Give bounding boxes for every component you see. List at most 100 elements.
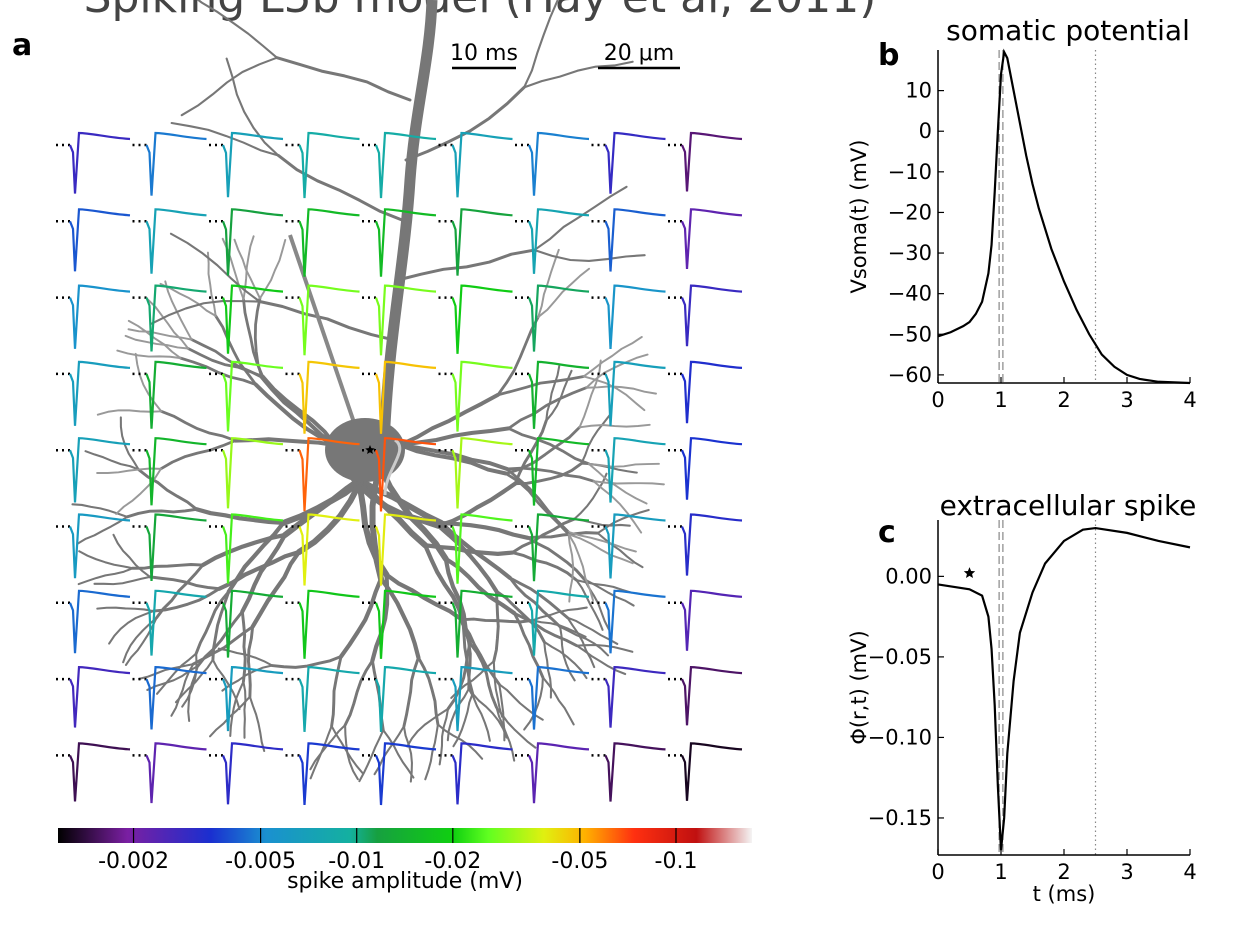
y-tick-label: −20 (888, 200, 932, 224)
dendrite (567, 530, 575, 603)
dendrite (436, 723, 484, 760)
dendrite (460, 618, 472, 691)
dendrite (494, 589, 546, 644)
dendrite (468, 641, 498, 709)
dendrite (592, 480, 665, 486)
dendrite (424, 723, 439, 781)
x-axis-label: t (ms) (1033, 882, 1096, 906)
dendrite (186, 347, 265, 378)
trace (451, 589, 513, 658)
chart-title: somatic potential (946, 14, 1190, 47)
dendrite (206, 251, 217, 317)
trace (221, 437, 284, 509)
trace (604, 665, 666, 728)
dendrite (510, 551, 578, 582)
dendrite (508, 576, 562, 629)
trace (604, 208, 666, 272)
trace (451, 742, 513, 805)
y-tick-label: 10 (905, 79, 932, 103)
trace (145, 437, 207, 506)
dendrite (578, 423, 651, 429)
dendrite (567, 533, 634, 565)
dendrite (545, 365, 561, 422)
trace (451, 360, 513, 432)
dendrite (127, 328, 193, 341)
y-tick-label: −0.15 (868, 806, 932, 830)
dendrite (194, 590, 231, 656)
dendrite (406, 707, 450, 748)
dendrite (396, 248, 536, 282)
dendrite (116, 349, 182, 360)
trace (298, 131, 360, 199)
dendrite (194, 507, 286, 526)
trace (680, 360, 743, 424)
dendrite (523, 0, 559, 89)
dendrite (246, 625, 255, 699)
y-tick-label: −50 (888, 322, 932, 346)
dendrite (211, 658, 241, 711)
apical-trunk (379, 0, 438, 426)
dendrite (248, 695, 266, 753)
trace (680, 589, 743, 651)
dendrite (84, 450, 140, 471)
trace (145, 589, 207, 656)
trace (374, 437, 437, 512)
dendrite (170, 121, 280, 157)
neuron-morphology (71, 0, 665, 783)
dendrite (96, 606, 155, 613)
data-line (937, 526, 1191, 851)
trace (527, 208, 590, 274)
dendrite (436, 523, 499, 594)
y-axis-label: Φ(r,t) (mV) (847, 630, 871, 744)
trace (68, 513, 131, 579)
dendrite (566, 616, 596, 669)
trace (604, 513, 666, 579)
dendrite (229, 680, 245, 738)
trace (68, 208, 131, 272)
y-tick-label: −30 (888, 241, 932, 265)
dendrite (196, 0, 278, 59)
dendrite (596, 532, 644, 569)
x-tick-label: 2 (1057, 860, 1070, 884)
dendrite (582, 335, 643, 378)
dendrite (108, 610, 155, 645)
trace (221, 589, 284, 658)
trace (68, 742, 131, 802)
y-tick-label: −0.10 (868, 725, 932, 749)
dendrite (510, 517, 576, 555)
dendrite (398, 443, 508, 476)
trace (298, 513, 360, 586)
trace (68, 589, 131, 654)
dendrite (384, 572, 465, 622)
dendrite (512, 611, 579, 648)
trace (298, 437, 360, 512)
dendrite (416, 656, 440, 726)
colorbar-tick-label: -0.005 (225, 849, 296, 874)
trace (374, 284, 437, 356)
dendrite (134, 352, 163, 413)
dendrite (496, 375, 586, 397)
colorbar-tick-label: -0.01 (328, 849, 385, 874)
trace (145, 131, 207, 196)
trace (221, 665, 284, 732)
dendrite (587, 462, 660, 468)
colorbar-tick-label: -0.1 (655, 849, 698, 874)
chart-title: extracellular spike (940, 489, 1197, 522)
dendrite (214, 314, 258, 387)
scale-bar-label: 10 ms (450, 41, 518, 66)
dendrite (137, 468, 199, 511)
dendrite (159, 439, 237, 471)
dendrite (513, 419, 548, 486)
dendrite (330, 725, 364, 775)
trace (604, 589, 666, 654)
trace (221, 742, 284, 805)
dendrite (250, 549, 302, 629)
dendrite (148, 575, 221, 591)
trace-grid (56, 131, 743, 806)
trace (221, 208, 284, 276)
trace (374, 208, 437, 277)
dendrite (513, 462, 583, 486)
dendrite (151, 587, 221, 613)
